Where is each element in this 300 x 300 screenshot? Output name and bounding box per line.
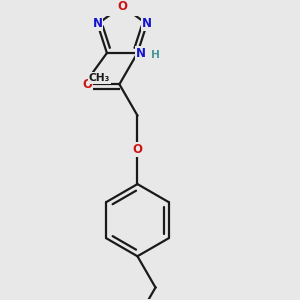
Text: O: O (132, 143, 142, 156)
Text: O: O (117, 0, 127, 13)
Text: N: N (92, 17, 103, 31)
Text: N: N (136, 46, 146, 59)
Text: N: N (142, 17, 152, 31)
Text: O: O (82, 78, 92, 91)
Text: CH₃: CH₃ (89, 73, 110, 83)
Text: H: H (151, 50, 160, 60)
